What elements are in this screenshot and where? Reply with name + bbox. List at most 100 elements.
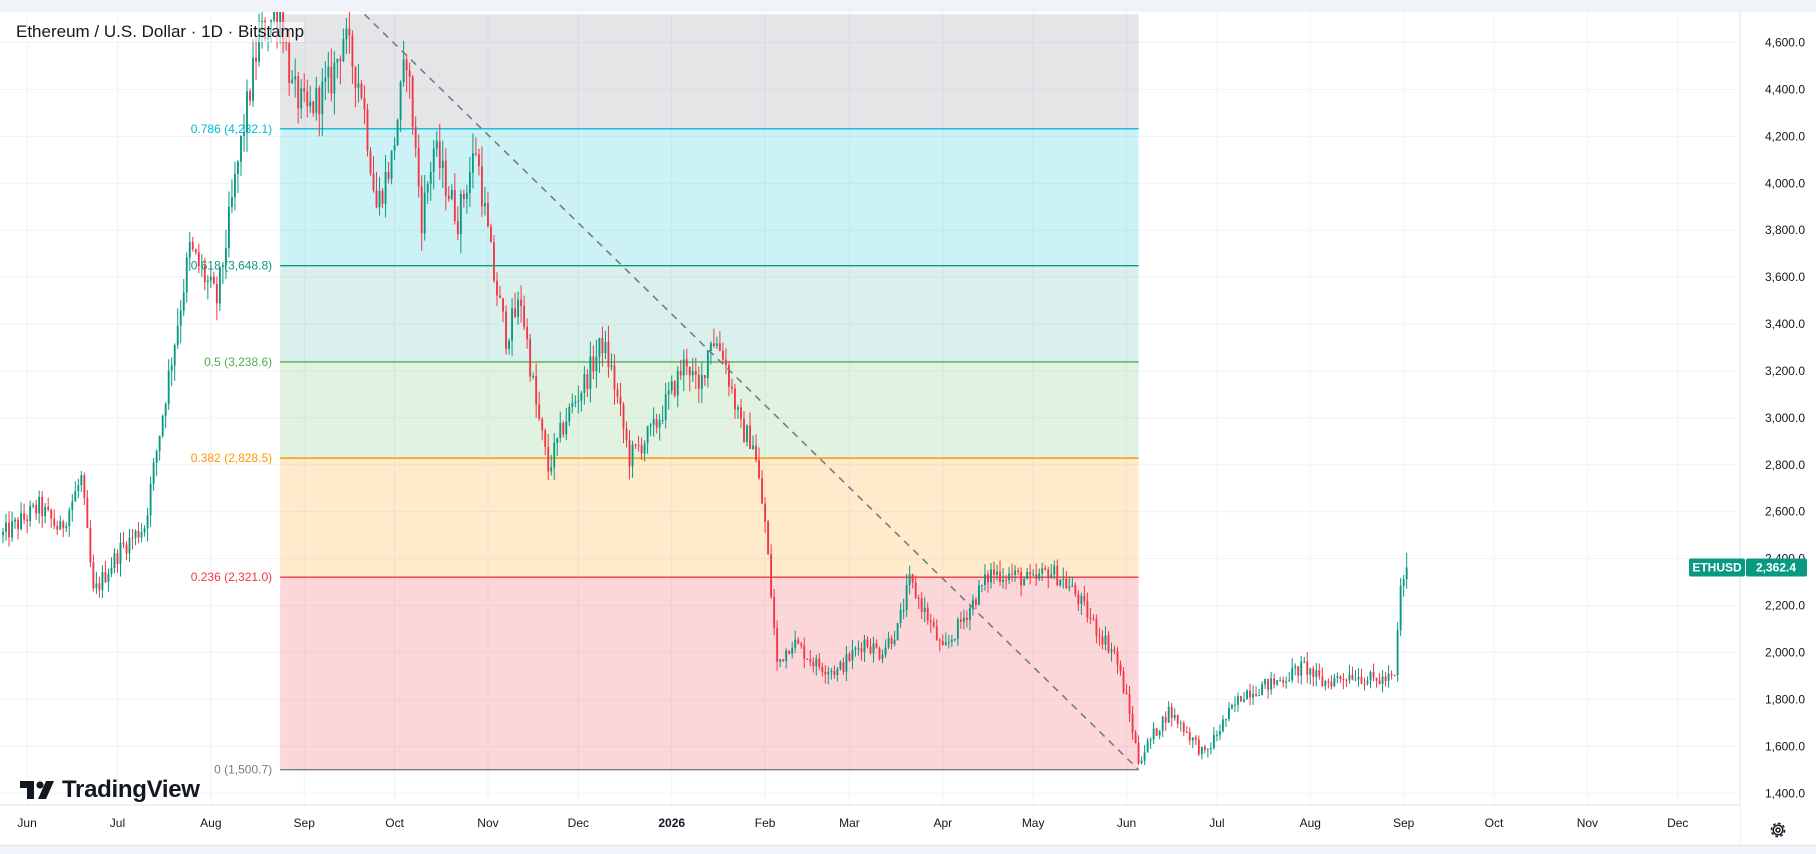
candle [863, 634, 866, 663]
candle [237, 159, 239, 194]
candle [887, 631, 890, 650]
candle [8, 511, 10, 547]
candle [155, 449, 158, 476]
candle [959, 611, 962, 629]
candle [619, 382, 622, 417]
candle [1252, 685, 1254, 705]
candle [203, 257, 206, 291]
time-tick-label: Jun [17, 816, 36, 830]
candle [1396, 622, 1399, 682]
candle [1128, 685, 1131, 722]
candle [360, 80, 363, 100]
candle [1143, 745, 1146, 765]
candle [327, 51, 330, 93]
price-tick-label: 3,200.0 [1765, 364, 1805, 378]
price-tick-label: 2,000.0 [1765, 646, 1805, 660]
candle [529, 333, 532, 382]
candle [1062, 567, 1065, 589]
candle [146, 507, 149, 542]
candle [1086, 592, 1089, 623]
candle [700, 362, 703, 404]
candle [1402, 575, 1405, 597]
candle [595, 339, 598, 388]
candle [640, 437, 643, 460]
candle [35, 499, 38, 521]
candle [26, 514, 29, 534]
candle [1300, 656, 1303, 685]
candle [622, 402, 625, 444]
candle [378, 176, 381, 216]
candle [797, 637, 800, 645]
candle [1279, 676, 1282, 682]
candle [185, 252, 188, 303]
candle [384, 155, 387, 218]
candle [833, 665, 836, 679]
candle [1231, 703, 1233, 710]
candle [890, 635, 893, 650]
candle [1240, 695, 1242, 702]
candle [89, 520, 92, 568]
candle [779, 658, 782, 668]
candle [625, 421, 628, 448]
candle [1059, 579, 1062, 587]
fib-retracement[interactable]: 0.786 (4,232.1) 0.618 (3,648.8) 0.5 (3,238… [191, 14, 1139, 777]
candle [703, 374, 706, 386]
candle [544, 428, 547, 456]
candle [752, 435, 754, 450]
time-axis[interactable]: Jun Jul Aug Sep Oct Nov Dec 2026 Feb Mar Apr May Jun… [0, 804, 1740, 845]
trend-line[interactable] [363, 13, 1140, 771]
candle [950, 634, 953, 648]
candle [905, 574, 908, 617]
candle [348, 12, 351, 54]
candle [423, 174, 426, 241]
settings-gear-icon[interactable] [1767, 819, 1789, 841]
candle [1354, 670, 1357, 682]
candle [471, 133, 474, 189]
candle [206, 274, 209, 300]
candle [1405, 552, 1408, 589]
candle [1399, 578, 1402, 637]
candle [381, 187, 384, 208]
candle [604, 330, 607, 360]
candle [197, 243, 200, 274]
candle [773, 588, 776, 636]
candle [1179, 720, 1182, 732]
candle [318, 85, 321, 137]
candle [1014, 565, 1017, 582]
price-axis[interactable]: 1,400.01,600.01,800.02,000.02,200.02,400… [1739, 12, 1816, 845]
candle [968, 603, 971, 631]
candle [1291, 658, 1294, 683]
last-price-label: 2,362.4 [1756, 560, 1796, 574]
candle [1327, 678, 1330, 689]
candle [917, 594, 920, 610]
candle [357, 63, 360, 103]
candle [1342, 672, 1345, 690]
candle [571, 393, 574, 414]
candle [848, 652, 851, 663]
candle [938, 638, 941, 652]
price-tick-label: 2,600.0 [1765, 505, 1805, 519]
candle [429, 161, 432, 201]
candle [399, 80, 402, 132]
candle [405, 54, 408, 93]
candle [1107, 631, 1110, 654]
candle [872, 636, 875, 663]
candle [1119, 660, 1122, 676]
candle [2, 528, 4, 544]
candle [1215, 730, 1218, 742]
candle [1261, 681, 1264, 696]
candle [1315, 663, 1318, 687]
price-tick-label: 4,600.0 [1765, 36, 1805, 50]
candle [547, 434, 550, 481]
candle [637, 435, 640, 452]
price-chart[interactable]: 0.786 (4,232.1) 0.618 (3,648.8) 0.5 (3,238… [0, 12, 1816, 845]
candle [764, 496, 767, 533]
candle [947, 634, 950, 649]
candle [508, 338, 510, 355]
candle [1104, 626, 1107, 651]
candle [1348, 665, 1351, 684]
time-tick-label: May [1022, 816, 1045, 830]
time-tick-label: Apr [933, 816, 952, 830]
candle [965, 610, 968, 628]
candle [104, 560, 107, 584]
